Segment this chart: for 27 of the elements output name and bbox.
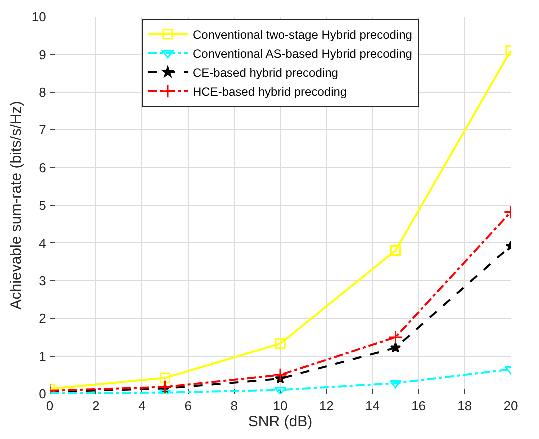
- legend-label: HCE-based hybrid precoding: [193, 85, 348, 100]
- y-tick-label: 10: [32, 10, 46, 25]
- x-tick-label: 12: [319, 398, 334, 414]
- x-tick-label: 4: [138, 398, 146, 414]
- y-tick-label: 9: [39, 47, 46, 62]
- y-tick-label: 2: [39, 311, 46, 326]
- x-tick-label: 10: [273, 398, 288, 414]
- y-tick-label: 5: [39, 198, 46, 214]
- x-tick-label: 20: [504, 398, 518, 414]
- legend-label: Conventional two-stage Hybrid precoding: [193, 28, 412, 42]
- legend-label: CE-based hybrid precoding: [193, 66, 338, 80]
- y-tick-label: 1: [39, 348, 46, 364]
- y-tick-label: 3: [39, 273, 46, 288]
- y-tick-label: 7: [39, 122, 46, 138]
- y-tick-label: 6: [39, 160, 46, 176]
- x-tick-label: 6: [184, 398, 192, 414]
- x-tick-label: 18: [458, 398, 472, 414]
- x-tick-label: 16: [412, 398, 426, 414]
- y-tick-label: 4: [39, 236, 46, 251]
- x-tick-label: 8: [230, 398, 238, 414]
- y-tick-label: 0: [39, 386, 46, 402]
- x-tick-label: 14: [365, 398, 380, 414]
- x-tick-label: 2: [92, 398, 100, 414]
- x-axis-title: SNR (dB): [248, 414, 313, 431]
- y-tick-label: 8: [39, 84, 46, 100]
- legend-label: Conventional AS-based Hybrid precoding: [193, 47, 412, 62]
- y-axis-title: Achievable sum-rate (bits/s/Hz): [8, 101, 26, 310]
